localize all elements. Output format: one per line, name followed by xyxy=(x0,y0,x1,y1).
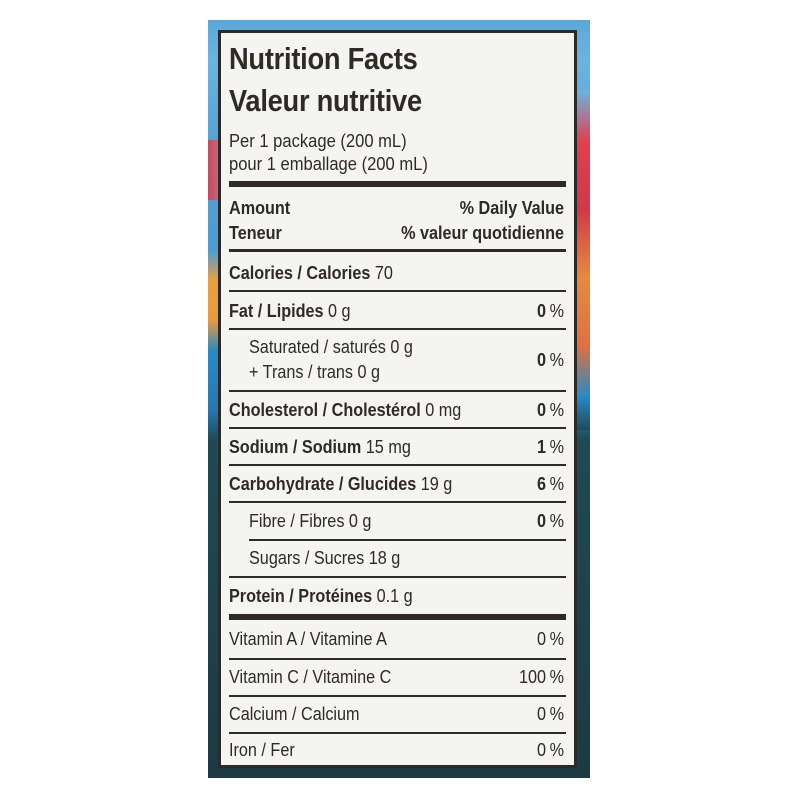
percent-sign: % xyxy=(549,473,564,494)
package-graphic-left xyxy=(208,140,220,200)
nutrient-name: Fibre / Fibres 0 g xyxy=(249,510,372,531)
nutrient-row-cholesterol: Cholesterol / Cholestérol 0 mg 0 % xyxy=(229,393,564,427)
nutrient-name: Cholesterol / Cholestérol xyxy=(229,399,421,420)
vitamin-row-a: Vitamin A / Vitamine A 0 % xyxy=(229,622,564,656)
daily-value: 100 xyxy=(518,666,546,687)
nutrient-row-fat: Fat / Lipides 0 g 0 % xyxy=(229,294,564,328)
daily-value: 0 xyxy=(536,739,546,760)
divider xyxy=(229,732,566,734)
nutrient-row-sodium: Sodium / Sodium 15 mg 1 % xyxy=(229,430,564,464)
divider xyxy=(229,328,566,330)
divider xyxy=(229,658,566,660)
percent-sign: % xyxy=(549,739,564,760)
amount-label: Amount xyxy=(229,198,291,218)
daily-value: 1 xyxy=(536,436,546,457)
nutrient-row-sugars: Sugars / Sucres 18 g xyxy=(249,541,564,575)
divider xyxy=(229,576,566,578)
nutrient-amount: 0 mg xyxy=(425,399,462,420)
daily-value: 0 xyxy=(536,510,546,531)
daily-value: 0 xyxy=(536,399,546,420)
divider xyxy=(229,290,566,292)
divider-thick xyxy=(229,181,566,187)
percent-sign: % xyxy=(549,666,564,687)
divider xyxy=(229,427,566,429)
mineral-row-iron: Iron / Fer 0 % xyxy=(229,733,564,767)
column-header-french: Teneur % valeur quotidienne xyxy=(229,222,564,244)
daily-value: 6 xyxy=(536,473,546,494)
nutrient-row-protein: Protein / Protéines 0.1 g xyxy=(229,579,564,613)
mineral-name: Iron / Fer xyxy=(229,739,295,760)
calories-value: 70 xyxy=(374,262,393,283)
daily-value: 0 xyxy=(536,628,546,649)
serving-size-english: Per 1 package (200 mL) xyxy=(229,131,407,151)
saturated-fat: Saturated / saturés 0 g xyxy=(249,337,413,357)
nutrient-name: Carbohydrate / Glucides xyxy=(229,473,417,494)
vitamin-row-c: Vitamin C / Vitamine C 100 % xyxy=(229,660,564,694)
divider xyxy=(229,249,566,252)
nutrient-name: Sugars / Sucres 18 g xyxy=(249,547,401,568)
vitamin-name: Vitamin A / Vitamine A xyxy=(229,628,387,649)
daily-value: 0 xyxy=(536,300,546,321)
daily-value: 0 xyxy=(536,349,546,370)
percent-sign: % xyxy=(549,399,564,420)
nutrient-name: Sodium / Sodium xyxy=(229,436,362,457)
calories-row: Calories / Calories 70 xyxy=(229,257,564,289)
divider xyxy=(229,464,566,466)
serving-size-french: pour 1 emballage (200 mL) xyxy=(229,154,428,174)
trans-fat: + Trans / trans 0 g xyxy=(249,362,381,382)
nutrient-amount: 0.1 g xyxy=(376,585,413,606)
divider xyxy=(229,390,566,392)
percent-sign: % xyxy=(549,510,564,531)
divider xyxy=(229,695,566,697)
column-header-english: Amount % Daily Value xyxy=(229,197,564,219)
daily-value: 0 xyxy=(536,703,546,724)
calories-label: Calories / Calories xyxy=(229,262,371,283)
percent-sign: % xyxy=(549,349,564,370)
daily-value-label: % Daily Value xyxy=(459,198,564,218)
vitamin-name: Vitamin C / Vitamine C xyxy=(229,666,392,687)
divider xyxy=(229,501,566,503)
nutrient-amount: 15 mg xyxy=(365,436,411,457)
nutrition-facts-label: Nutrition Facts Valeur nutritive Per 1 p… xyxy=(218,30,577,768)
divider-thick xyxy=(229,614,566,620)
title-english: Nutrition Facts xyxy=(229,41,418,76)
title-french: Valeur nutritive xyxy=(229,83,422,118)
percent-sign: % xyxy=(549,300,564,321)
nutrient-amount: 19 g xyxy=(420,473,453,494)
divider xyxy=(249,539,566,541)
percent-sign: % xyxy=(549,436,564,457)
valeur-quotidienne-label: % valeur quotidienne xyxy=(401,223,564,243)
teneur-label: Teneur xyxy=(229,223,282,243)
mineral-row-calcium: Calcium / Calcium 0 % xyxy=(229,697,564,731)
nutrient-amount: 0 g xyxy=(328,300,351,321)
nutrient-name: Protein / Protéines xyxy=(229,585,373,606)
percent-sign: % xyxy=(549,628,564,649)
nutrient-row-saturated-trans: Saturated / saturés 0 g + Trans / trans … xyxy=(249,331,564,389)
nutrient-row-fibre: Fibre / Fibres 0 g 0 % xyxy=(249,504,564,538)
nutrient-row-carbohydrate: Carbohydrate / Glucides 19 g 6 % xyxy=(229,467,564,501)
mineral-name: Calcium / Calcium xyxy=(229,703,360,724)
nutrient-name: Fat / Lipides xyxy=(229,300,324,321)
percent-sign: % xyxy=(549,703,564,724)
package-graphic-right xyxy=(576,90,590,430)
